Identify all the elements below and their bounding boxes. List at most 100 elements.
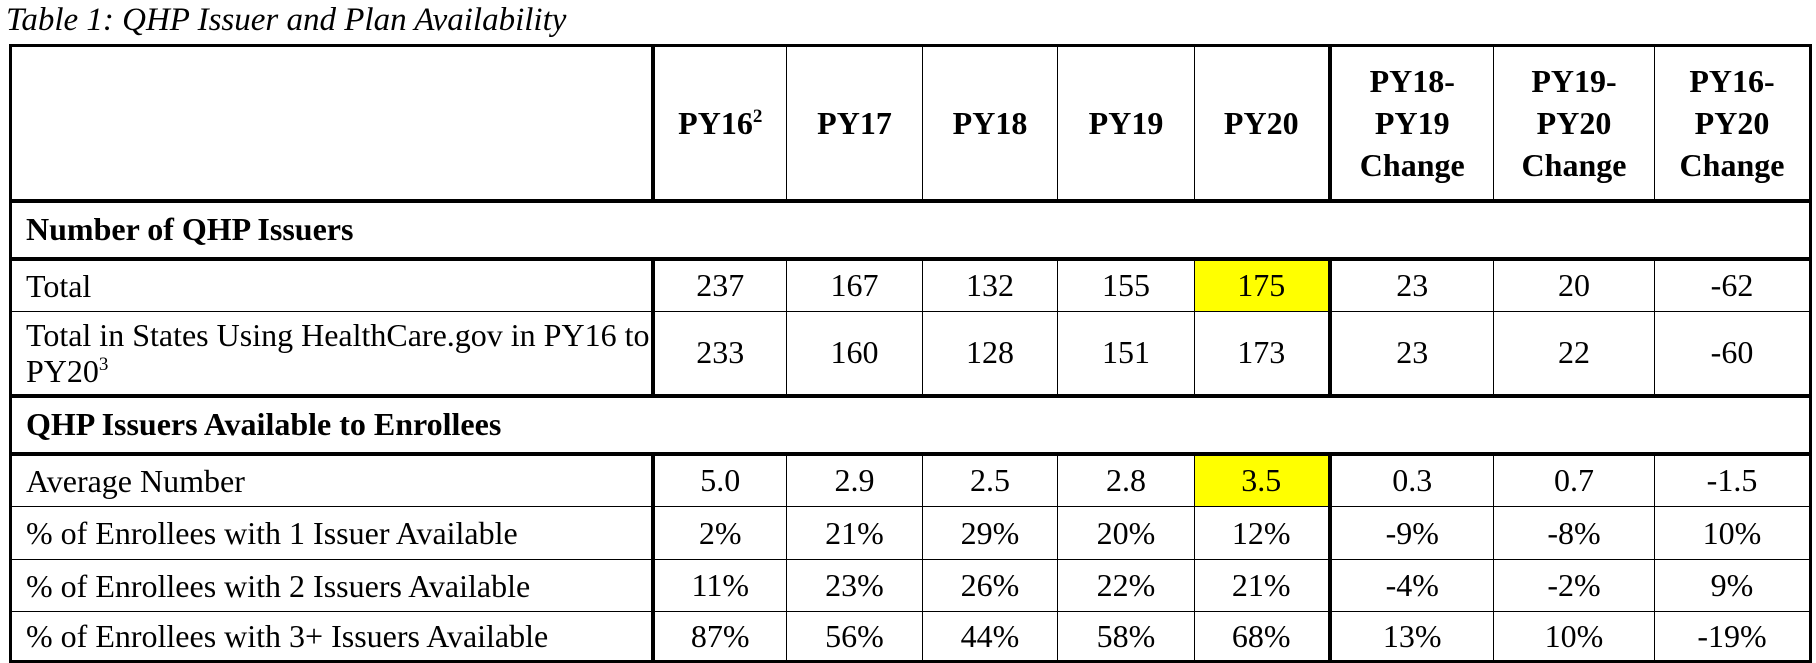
row-label-text: Total [26, 267, 92, 304]
value-cell: 23 [1329, 258, 1494, 312]
header-line: PY18 [924, 102, 1057, 144]
value-cell: 22 [1493, 311, 1655, 396]
value-cell: 2.5 [922, 453, 1058, 507]
header-cell: PY18 [922, 45, 1058, 203]
value-cell: 173 [1194, 311, 1332, 396]
section-row: Number of QHP Issuers [10, 198, 1811, 261]
value-cell: 68% [1194, 611, 1332, 662]
value-cell: 10% [1654, 506, 1811, 560]
value-cell: 237 [652, 258, 787, 312]
value-cell: 21% [786, 506, 923, 560]
row-label: Total in States Using HealthCare.gov in … [10, 311, 655, 396]
value-cell: 175 [1194, 258, 1332, 312]
header-text: PY16 [678, 104, 753, 141]
value-cell: 58% [1057, 611, 1195, 662]
value-cell: -1.5 [1654, 453, 1811, 507]
row-label: Total [10, 258, 655, 312]
value-cell: 5.0 [652, 453, 787, 507]
header-text: PY20 [1536, 104, 1612, 141]
value-cell: 13% [1329, 611, 1494, 662]
header-cell: PY20 [1194, 45, 1332, 203]
footnote-mark: 2 [752, 105, 763, 127]
header-line: PY19 [1332, 102, 1493, 144]
row-label-text: % of Enrollees with 2 Issuers Available [26, 567, 531, 604]
value-cell: 155 [1057, 258, 1195, 312]
section-title: Number of QHP Issuers [10, 198, 1811, 261]
row-label: Average Number [10, 453, 655, 507]
header-line: PY19 [1059, 102, 1194, 144]
value-cell: -62 [1654, 258, 1811, 312]
section-title: QHP Issuers Available to Enrollees [10, 393, 1811, 456]
header-line: Change [1495, 144, 1654, 186]
header-text: PY16- [1689, 62, 1775, 99]
header-row: PY162 PY17 PY18 PY19 PY20 PY18- PY19 Change PY19… [10, 45, 1811, 203]
value-cell: -4% [1329, 559, 1494, 612]
value-cell: 10% [1493, 611, 1655, 662]
value-cell: 3.5 [1194, 453, 1332, 507]
header-line: PY18- [1332, 60, 1493, 102]
row-label-text: Total in States Using HealthCare.gov in … [26, 316, 650, 389]
value-cell: -19% [1654, 611, 1811, 662]
header-cell [10, 45, 655, 203]
value-cell: 167 [786, 258, 923, 312]
header-line: PY17 [788, 102, 922, 144]
value-cell: 56% [786, 611, 923, 662]
value-cell: 132 [922, 258, 1058, 312]
value-cell: 12% [1194, 506, 1332, 560]
value-cell: 2.9 [786, 453, 923, 507]
value-cell: -60 [1654, 311, 1811, 396]
header-cell: PY162 [652, 45, 787, 203]
data-row: Total in States Using HealthCare.gov in … [10, 311, 1811, 396]
header-line: Change [1656, 144, 1810, 186]
data-row: % of Enrollees with 1 Issuer Available 2%… [10, 506, 1811, 560]
header-text: PY19- [1531, 62, 1617, 99]
header-text: Change [1679, 146, 1785, 183]
header-text: PY20 [1223, 104, 1299, 141]
value-cell: 160 [786, 311, 923, 396]
section-row: QHP Issuers Available to Enrollees [10, 393, 1811, 456]
value-cell: 9% [1654, 559, 1811, 612]
row-label: % of Enrollees with 1 Issuer Available [10, 506, 655, 560]
header-line: PY16- [1656, 60, 1810, 102]
value-cell: 20% [1057, 506, 1195, 560]
header-cell: PY16- PY20 Change [1654, 45, 1811, 203]
header-text: PY20 [1694, 104, 1770, 141]
data-row: % of Enrollees with 2 Issuers Available 1… [10, 559, 1811, 612]
header-cell: PY17 [786, 45, 923, 203]
value-cell: -9% [1329, 506, 1494, 560]
row-label: % of Enrollees with 3+ Issuers Available [10, 611, 655, 662]
header-text: PY18 [952, 104, 1028, 141]
value-cell: 44% [922, 611, 1058, 662]
header-text: Change [1359, 146, 1465, 183]
value-cell: 21% [1194, 559, 1332, 612]
value-cell: 2.8 [1057, 453, 1195, 507]
value-cell: 23 [1329, 311, 1494, 396]
value-cell: 151 [1057, 311, 1195, 396]
header-line: PY20 [1495, 102, 1654, 144]
row-label-text: % of Enrollees with 1 Issuer Available [26, 515, 518, 551]
header-cell: PY18- PY19 Change [1329, 45, 1494, 203]
value-cell: 11% [652, 559, 787, 612]
header-text: Change [1521, 146, 1627, 183]
value-cell: 20 [1493, 258, 1655, 312]
value-cell: 23% [786, 559, 923, 612]
value-cell: 87% [652, 611, 787, 662]
value-cell: 233 [652, 311, 787, 396]
footnote-mark: 3 [98, 353, 109, 375]
header-text: PY18- [1369, 62, 1455, 99]
value-cell: -2% [1493, 559, 1655, 612]
header-line: Change [1332, 144, 1493, 186]
header-line: PY19- [1495, 60, 1654, 102]
row-label-text: Average Number [26, 462, 245, 499]
value-cell: 29% [922, 506, 1058, 560]
data-row: Average Number 5.0 2.9 2.5 2.8 3.5 0.3 0.7 -1.5 [10, 453, 1811, 507]
value-cell: 0.3 [1329, 453, 1494, 507]
header-cell: PY19- PY20 Change [1493, 45, 1655, 203]
header-cell: PY19 [1057, 45, 1195, 203]
value-cell: 0.7 [1493, 453, 1655, 507]
value-cell: 22% [1057, 559, 1195, 612]
row-label-text: % of Enrollees with 3+ Issuers Available [26, 618, 549, 654]
header-line: PY20 [1656, 102, 1810, 144]
value-cell: 26% [922, 559, 1058, 612]
table-body: PY162 PY17 PY18 PY19 PY20 PY18- PY19 Change PY19… [10, 45, 1811, 662]
